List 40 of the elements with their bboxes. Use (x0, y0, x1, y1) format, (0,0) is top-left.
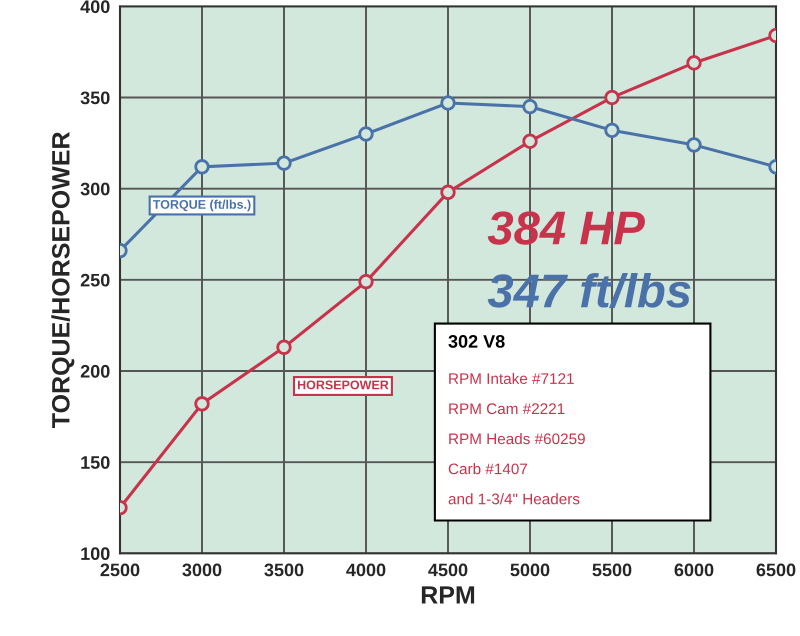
x-tick-label: 3000 (182, 564, 222, 576)
y-tick-label: 100 (81, 547, 110, 560)
x-tick-label: 3500 (264, 564, 304, 576)
y-tick-label: 250 (80, 274, 110, 287)
y-tick-label: 150 (81, 456, 110, 469)
point (522, 134, 538, 149)
annotation: RPM Heads #60259 (449, 432, 585, 444)
y-tick-label: 300 (80, 182, 110, 196)
x-tick-label: 5000 (510, 564, 550, 576)
point (440, 95, 456, 111)
x-axis-title: RPM (422, 586, 474, 604)
x-tick-label: 6500 (756, 564, 796, 576)
point (604, 90, 620, 106)
series-label: TORQUE (ft/lbs.) (152, 200, 251, 212)
x-tick-label: 5500 (592, 564, 632, 576)
y-tick-label: 350 (80, 91, 110, 104)
point (440, 184, 456, 200)
point (686, 137, 702, 153)
annotation: RPM Intake #7121 (449, 372, 574, 384)
annotation: Carb #1407 (448, 463, 528, 474)
text: HORSEPOWER (298, 380, 389, 390)
annotation: and 1-3/4" Headers (448, 493, 580, 504)
annotation: 302 V8 (448, 335, 505, 348)
x-tick-label: 6000 (674, 564, 714, 576)
point (358, 126, 374, 142)
point (358, 274, 374, 290)
x-tick-label: 2500 (100, 564, 140, 576)
point (604, 122, 620, 138)
point (276, 156, 292, 171)
point (194, 396, 210, 412)
point (276, 340, 292, 355)
y-axis-title: TORQUE/HORSEPOWER (51, 132, 74, 428)
annotation: RPM Cam #2221 (449, 403, 564, 414)
y-tick-label: 400 (80, 0, 110, 14)
y-tick-label: 200 (80, 364, 110, 378)
x-tick-label: 4500 (428, 564, 468, 576)
x-tick-label: 4000 (346, 564, 386, 576)
point (194, 159, 210, 174)
point (686, 55, 702, 71)
point (522, 98, 538, 114)
